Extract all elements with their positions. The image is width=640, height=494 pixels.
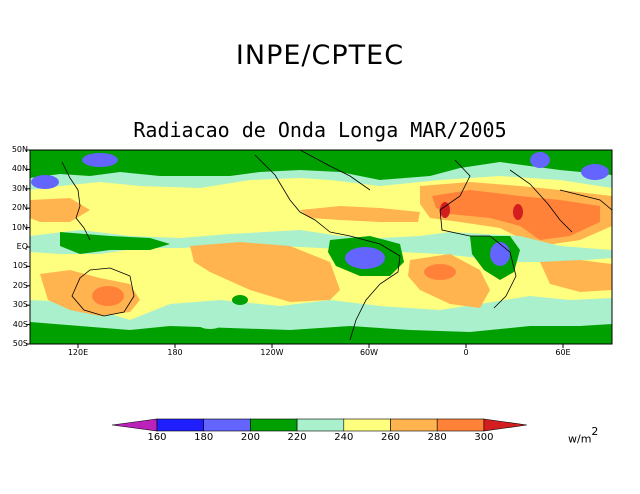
lat-label: 30S xyxy=(12,300,28,310)
lat-label: 20N xyxy=(11,203,28,213)
colorbar-segment xyxy=(250,418,298,432)
field-orange-npac xyxy=(30,198,90,222)
colorbar-segment xyxy=(390,418,438,432)
field-red-sahara1 xyxy=(440,202,450,218)
lon-label: 60E xyxy=(555,348,571,357)
colorbar-low-triangle xyxy=(111,418,158,432)
lat-label: 40S xyxy=(12,319,28,329)
field-blue-n2 xyxy=(530,152,550,168)
field-blue-congo xyxy=(490,242,510,266)
lat-label: 20S xyxy=(12,280,28,290)
field-green-spot xyxy=(232,295,248,305)
field-blue-n1 xyxy=(82,153,118,167)
field-orange-ind xyxy=(540,260,612,292)
lat-label: EQ xyxy=(16,242,28,251)
colorbar-level-label: 200 xyxy=(240,432,260,443)
units-exponent: 2 xyxy=(591,425,599,438)
lon-label: 60W xyxy=(359,348,379,357)
lat-label: 10N xyxy=(11,222,28,232)
agency-title: INPE/CPTEC xyxy=(235,40,405,71)
colorbar-segment xyxy=(436,418,485,432)
lat-label: 50S xyxy=(12,339,28,348)
field-blue-amazon xyxy=(345,247,385,269)
units-label: w/m2 xyxy=(568,425,599,446)
colorbar-level-label: 180 xyxy=(194,432,214,443)
field-itcz-green-wp xyxy=(60,232,170,254)
lon-label: 120W xyxy=(260,348,284,357)
lat-label: 50N xyxy=(11,145,28,154)
units-base: w/m xyxy=(568,432,592,446)
field-south-green xyxy=(30,322,612,344)
colorbar-segment xyxy=(156,418,205,432)
lon-label: 180 xyxy=(167,348,183,357)
field-deep-orange-aus xyxy=(92,286,124,306)
map-title: Radiacao de Onda Longa MAR/2005 xyxy=(133,118,507,142)
field-light-spot xyxy=(198,319,222,329)
colorbar-level-label: 160 xyxy=(147,432,167,443)
colorbar-level-label: 300 xyxy=(474,432,494,443)
axis-ticks xyxy=(26,149,564,348)
colorbar-level-label: 260 xyxy=(380,432,401,443)
olr-field xyxy=(30,150,612,344)
field-orange-npac2 xyxy=(300,206,420,222)
field-north-green xyxy=(30,150,612,180)
field-blue-n3 xyxy=(581,164,609,180)
field-orange-spac xyxy=(190,242,340,302)
colorbar-segment xyxy=(296,418,345,432)
lon-label: 0 xyxy=(463,348,469,357)
lat-label: 10S xyxy=(12,261,28,271)
colorbar xyxy=(111,418,527,432)
lat-label: 40N xyxy=(11,164,28,174)
colorbar-high-triangle xyxy=(483,418,527,432)
colorbar-level-label: 220 xyxy=(287,432,307,443)
colorbar-segment xyxy=(203,418,251,432)
coastlines xyxy=(61,150,612,341)
field-blue-nw xyxy=(31,175,59,189)
field-red-sahara2 xyxy=(513,204,523,220)
lat-label: 30N xyxy=(11,183,28,193)
colorbar-segment xyxy=(343,418,391,432)
colorbar-level-label: 280 xyxy=(427,432,447,443)
lon-label: 120E xyxy=(67,348,89,357)
colorbar-level-label: 240 xyxy=(334,432,354,443)
field-deep-orange-satl xyxy=(424,264,456,280)
field-itcz-light xyxy=(30,230,612,262)
